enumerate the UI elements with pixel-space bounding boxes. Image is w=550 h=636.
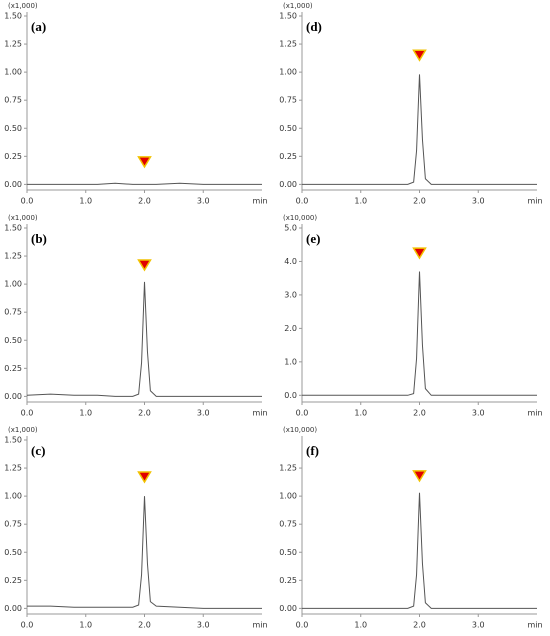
chromatogram-line [302, 74, 537, 185]
y-tick-label: 0.50 [4, 548, 22, 557]
x-tick-label: 1.0 [354, 409, 367, 418]
x-tick-label: 0.0 [21, 621, 34, 630]
x-axis-label: min [252, 197, 267, 206]
y-tick-label: 0.00 [279, 604, 297, 613]
x-tick-label: 2.0 [138, 197, 151, 206]
y-tick-label: 1.25 [4, 40, 22, 49]
x-tick-label: 3.0 [197, 197, 210, 206]
x-tick-label: 3.0 [472, 197, 485, 206]
y-tick-label: 5.0 [284, 224, 297, 233]
x-tick-label: 3.0 [472, 621, 485, 630]
panel-label: (f) [306, 443, 319, 458]
x-axis-label: min [527, 409, 542, 418]
y-tick-label: 1.25 [4, 252, 22, 261]
y-tick-label: 1.00 [279, 492, 297, 501]
y-tick-label: 1.25 [4, 464, 22, 473]
y-tick-label: 1.50 [4, 436, 22, 445]
y-tick-label: 0.25 [4, 364, 22, 373]
x-tick-label: 2.0 [413, 409, 426, 418]
y-tick-label: 2.0 [284, 324, 297, 333]
y-tick-label: 0.75 [279, 520, 297, 529]
x-tick-label: 3.0 [197, 409, 210, 418]
y-tick-label: 0.0 [284, 391, 297, 400]
x-tick-label: 0.0 [296, 409, 309, 418]
multiplier: (x1,000) [283, 2, 313, 10]
y-tick-label: 0.75 [4, 308, 22, 317]
chromatogram-line [27, 182, 262, 185]
y-tick-label: 0.75 [279, 96, 297, 105]
chromatogram-line [27, 496, 262, 609]
panel-label: (b) [31, 231, 47, 246]
y-tick-label: 1.50 [279, 12, 297, 21]
peak-marker [137, 471, 152, 484]
x-tick-label: 3.0 [472, 409, 485, 418]
y-tick-label: 3.0 [284, 290, 297, 299]
x-tick-label: 0.0 [21, 409, 34, 418]
y-tick-label: 1.00 [4, 68, 22, 77]
y-tick-label: 0.50 [4, 124, 22, 133]
x-tick-label: 1.0 [354, 621, 367, 630]
y-tick-label: 0.00 [4, 392, 22, 401]
peak-marker [412, 49, 427, 62]
panel-label: (a) [31, 19, 46, 34]
multiplier: (x1,000) [8, 2, 38, 10]
peak-marker [412, 247, 427, 260]
y-tick-label: 0.75 [4, 520, 22, 529]
y-tick-label: 1.00 [279, 68, 297, 77]
y-tick-label: 1.00 [4, 280, 22, 289]
y-tick-label: 0.50 [279, 548, 297, 557]
x-tick-label: 1.0 [79, 621, 92, 630]
y-tick-label: 0.75 [4, 96, 22, 105]
y-tick-label: 1.00 [4, 492, 22, 501]
peak-marker [137, 259, 152, 272]
y-tick-label: 0.25 [279, 152, 297, 161]
panel-label: (c) [31, 443, 45, 458]
multiplier: (x10,000) [283, 426, 317, 434]
panel-label: (d) [306, 19, 322, 34]
x-tick-label: 1.0 [79, 197, 92, 206]
y-tick-label: 0.25 [279, 576, 297, 585]
x-tick-label: 2.0 [138, 409, 151, 418]
x-tick-label: 2.0 [413, 197, 426, 206]
y-tick-label: 1.50 [4, 224, 22, 233]
x-tick-label: 0.0 [21, 197, 34, 206]
y-tick-label: 4.0 [284, 257, 297, 266]
chromatogram-line [302, 271, 537, 396]
multiplier: (x1,000) [8, 214, 38, 222]
chromatogram-line [302, 492, 537, 609]
y-tick-label: 1.25 [279, 464, 297, 473]
x-axis-label: min [252, 409, 267, 418]
y-tick-label: 0.25 [4, 152, 22, 161]
y-tick-label: 1.25 [279, 40, 297, 49]
x-axis-label: min [527, 621, 542, 630]
y-tick-label: 0.00 [4, 180, 22, 189]
x-tick-label: 0.0 [296, 621, 309, 630]
y-tick-label: 1.0 [284, 357, 297, 366]
y-tick-label: 0.00 [279, 180, 297, 189]
x-tick-label: 3.0 [197, 621, 210, 630]
y-tick-label: 0.50 [4, 336, 22, 345]
x-tick-label: 0.0 [296, 197, 309, 206]
x-tick-label: 1.0 [79, 409, 92, 418]
multiplier: (x1,000) [8, 426, 38, 434]
peak-marker [137, 156, 152, 169]
y-tick-label: 0.25 [4, 576, 22, 585]
x-tick-label: 2.0 [138, 621, 151, 630]
y-tick-label: 0.00 [4, 604, 22, 613]
x-axis-label: min [252, 621, 267, 630]
x-axis-label: min [527, 197, 542, 206]
panel-label: (e) [306, 231, 320, 246]
x-tick-label: 1.0 [354, 197, 367, 206]
peak-marker [412, 470, 427, 483]
y-tick-label: 1.50 [4, 12, 22, 21]
chromatogram-line [26, 281, 262, 397]
y-tick-label: 0.50 [279, 124, 297, 133]
x-tick-label: 2.0 [413, 621, 426, 630]
multiplier: (x10,000) [283, 214, 317, 222]
